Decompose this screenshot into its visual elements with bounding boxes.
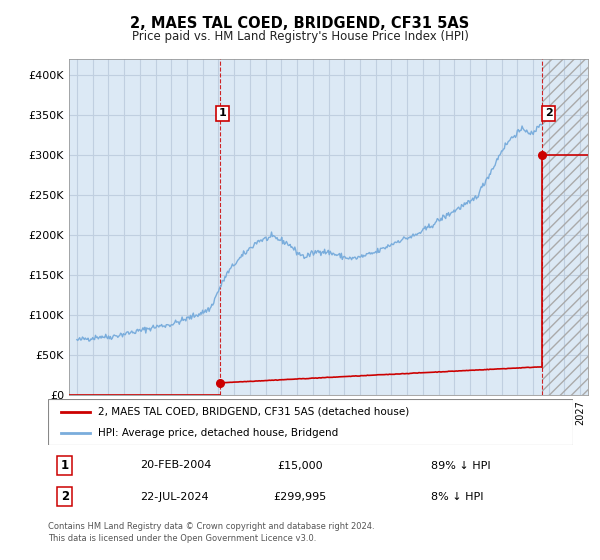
Text: 2, MAES TAL COED, BRIDGEND, CF31 5AS (detached house): 2, MAES TAL COED, BRIDGEND, CF31 5AS (de… xyxy=(98,407,409,417)
Text: 22-JUL-2024: 22-JUL-2024 xyxy=(140,492,209,502)
Text: 2: 2 xyxy=(545,108,553,118)
Text: 1: 1 xyxy=(219,108,227,118)
FancyBboxPatch shape xyxy=(48,399,573,445)
Text: 20-FEB-2004: 20-FEB-2004 xyxy=(140,460,211,470)
Text: This data is licensed under the Open Government Licence v3.0.: This data is licensed under the Open Gov… xyxy=(48,534,316,543)
Bar xyxy=(542,59,588,395)
Text: Price paid vs. HM Land Registry's House Price Index (HPI): Price paid vs. HM Land Registry's House … xyxy=(131,30,469,43)
Text: £15,000: £15,000 xyxy=(277,460,323,470)
Text: 8% ↓ HPI: 8% ↓ HPI xyxy=(431,492,484,502)
Text: 2: 2 xyxy=(61,490,69,503)
Text: £299,995: £299,995 xyxy=(274,492,326,502)
Text: HPI: Average price, detached house, Bridgend: HPI: Average price, detached house, Brid… xyxy=(98,428,338,438)
Text: Contains HM Land Registry data © Crown copyright and database right 2024.: Contains HM Land Registry data © Crown c… xyxy=(48,522,374,531)
Bar xyxy=(542,59,588,395)
Text: 89% ↓ HPI: 89% ↓ HPI xyxy=(431,460,491,470)
Text: 2, MAES TAL COED, BRIDGEND, CF31 5AS: 2, MAES TAL COED, BRIDGEND, CF31 5AS xyxy=(130,16,470,31)
Text: 1: 1 xyxy=(61,459,69,472)
